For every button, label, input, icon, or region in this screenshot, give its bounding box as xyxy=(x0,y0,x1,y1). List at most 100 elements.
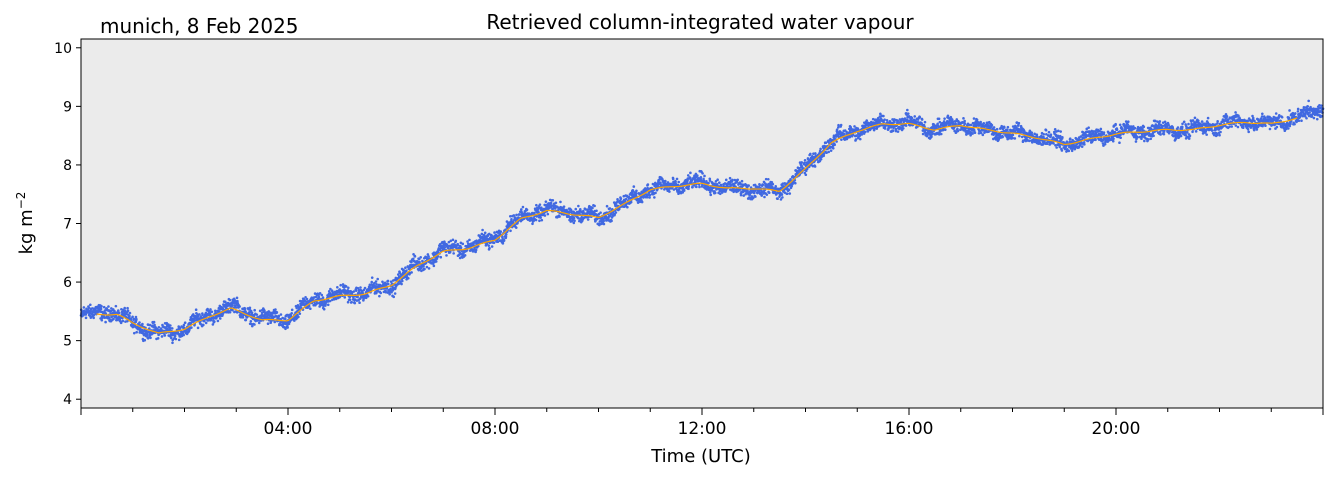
scatter-point xyxy=(1255,128,1259,131)
scatter-point xyxy=(296,303,300,307)
scatter-point xyxy=(1228,125,1231,129)
scatter-point xyxy=(1200,120,1204,123)
scatter-point xyxy=(591,206,594,210)
scatter-point xyxy=(1206,116,1210,120)
scatter-point xyxy=(1187,122,1190,126)
scatter-point xyxy=(963,122,967,125)
scatter-point xyxy=(736,178,740,182)
scatter-point xyxy=(967,123,971,127)
scatter-point xyxy=(546,212,550,216)
scatter-point xyxy=(353,301,357,305)
scatter-point xyxy=(831,147,835,150)
scatter-point xyxy=(863,130,867,134)
scatter-point xyxy=(856,127,860,130)
scatter-point xyxy=(894,127,898,131)
scatter-point xyxy=(148,327,151,330)
scatter-point xyxy=(539,216,542,219)
scatter-point xyxy=(427,255,430,258)
scatter-point xyxy=(873,127,876,130)
scatter-point xyxy=(931,132,935,135)
scatter-point xyxy=(338,288,342,291)
scatter-point xyxy=(401,279,404,283)
scatter-point xyxy=(981,133,985,137)
scatter-point xyxy=(979,120,982,124)
scatter-point xyxy=(531,222,534,226)
scatter-point xyxy=(544,200,548,203)
scatter-point xyxy=(822,154,826,158)
scatter-point xyxy=(936,122,939,126)
scatter-point xyxy=(492,241,496,245)
scatter-point xyxy=(1260,115,1264,118)
scatter-point xyxy=(208,312,212,315)
scatter-point xyxy=(468,249,472,252)
scatter-point xyxy=(899,120,903,124)
scatter-point xyxy=(906,112,910,115)
scatter-point xyxy=(1181,122,1184,126)
scatter-point xyxy=(1035,133,1039,136)
scatter-point xyxy=(343,296,347,299)
scatter-point xyxy=(530,211,534,215)
scatter-point xyxy=(410,260,413,264)
scatter-point xyxy=(295,306,299,310)
scatter-point xyxy=(152,320,156,324)
scatter-point xyxy=(558,215,561,218)
scatter-point xyxy=(551,207,554,211)
scatter-point xyxy=(126,306,129,310)
scatter-point xyxy=(708,179,712,182)
scatter-point xyxy=(521,205,525,209)
scatter-point xyxy=(538,203,542,206)
scatter-point xyxy=(434,260,438,263)
scatter-point xyxy=(764,177,768,181)
scatter-point xyxy=(103,309,107,312)
scatter-point xyxy=(279,313,283,316)
scatter-point xyxy=(374,280,378,283)
scatter-point xyxy=(350,300,353,304)
scatter-point xyxy=(1219,122,1223,126)
scatter-point xyxy=(1214,123,1217,126)
scatter-point xyxy=(466,240,469,243)
scatter-point xyxy=(1154,123,1158,126)
scatter-point xyxy=(1060,149,1064,152)
scatter-point xyxy=(855,134,858,137)
scatter-point xyxy=(1049,133,1053,136)
scatter-point xyxy=(1163,120,1167,124)
scatter-point xyxy=(646,183,650,186)
plot-area xyxy=(81,39,1323,408)
scatter-point xyxy=(1059,130,1062,133)
scatter-point xyxy=(146,333,149,336)
scatter-point xyxy=(210,310,214,314)
scatter-point xyxy=(1099,127,1103,131)
scatter-point xyxy=(1227,118,1230,121)
scatter-point xyxy=(747,184,750,187)
scatter-point xyxy=(688,176,692,180)
scatter-point xyxy=(504,228,507,231)
scatter-point xyxy=(92,316,95,320)
scatter-point xyxy=(971,132,974,135)
scatter-point xyxy=(109,312,112,315)
scatter-point xyxy=(973,131,977,134)
scatter-point xyxy=(221,312,225,316)
scatter-point xyxy=(879,112,882,116)
scatter-point xyxy=(202,323,205,327)
scatter-point xyxy=(353,298,357,301)
scatter-point xyxy=(128,314,131,318)
scatter-point xyxy=(182,333,186,337)
scatter-point xyxy=(417,257,421,261)
scatter-point xyxy=(664,179,667,183)
scatter-point xyxy=(359,286,362,289)
scatter-point xyxy=(992,126,996,129)
scatter-point xyxy=(931,125,934,129)
scatter-point xyxy=(767,191,771,195)
scatter-point xyxy=(171,341,174,345)
scatter-point xyxy=(1064,144,1068,148)
scatter-point xyxy=(321,296,325,299)
scatter-point xyxy=(1082,141,1086,144)
scatter-point xyxy=(702,177,705,181)
scatter-point xyxy=(654,191,657,195)
scatter-point xyxy=(89,303,92,307)
scatter-point xyxy=(525,208,529,212)
scatter-point xyxy=(956,127,959,131)
scatter-point xyxy=(819,157,823,161)
scatter-point xyxy=(979,131,983,135)
